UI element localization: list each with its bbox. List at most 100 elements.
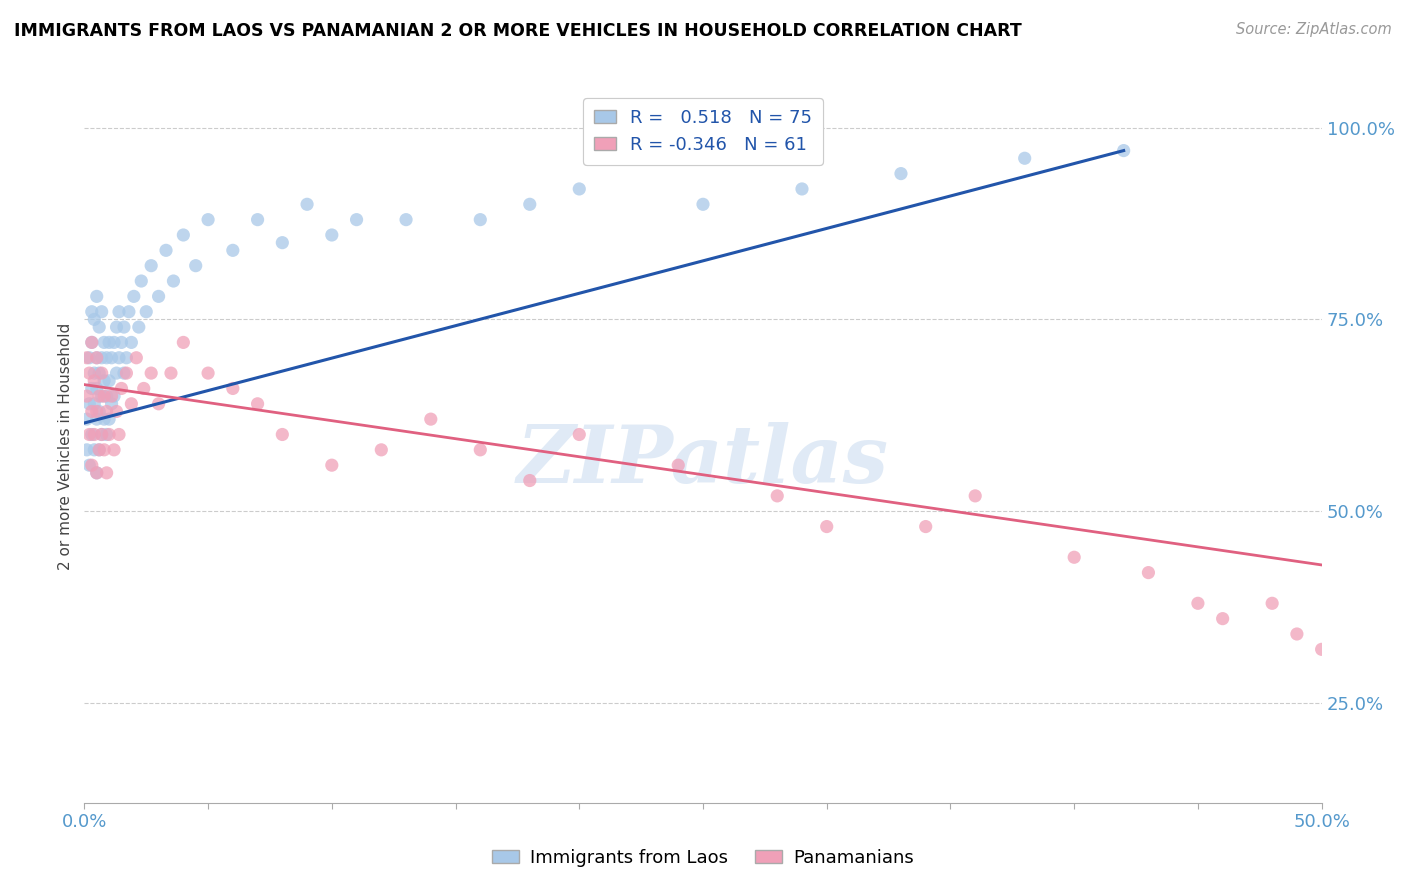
Point xyxy=(93,374,115,388)
Point xyxy=(80,304,103,318)
Point xyxy=(108,351,131,365)
Point xyxy=(86,289,108,303)
Point xyxy=(90,427,112,442)
Point xyxy=(108,304,131,318)
Point xyxy=(105,366,128,380)
Point xyxy=(90,427,112,442)
Point xyxy=(98,335,121,350)
Point xyxy=(86,351,108,365)
Point xyxy=(118,304,141,318)
Point xyxy=(93,389,115,403)
Point xyxy=(100,351,122,365)
Point xyxy=(222,244,245,258)
Point xyxy=(93,335,115,350)
Point xyxy=(98,412,121,426)
Point xyxy=(790,182,813,196)
Point xyxy=(1014,151,1036,165)
Point xyxy=(103,389,125,403)
Point xyxy=(96,351,118,365)
Point xyxy=(172,335,194,350)
Point xyxy=(128,320,150,334)
Point xyxy=(568,182,591,196)
Point xyxy=(115,366,138,380)
Point xyxy=(86,351,108,365)
Point xyxy=(76,412,98,426)
Point xyxy=(89,389,111,403)
Point xyxy=(108,427,131,442)
Point xyxy=(1385,719,1406,733)
Point xyxy=(815,519,838,533)
Point xyxy=(135,304,157,318)
Text: IMMIGRANTS FROM LAOS VS PANAMANIAN 2 OR MORE VEHICLES IN HOUSEHOLD CORRELATION C: IMMIGRANTS FROM LAOS VS PANAMANIAN 2 OR … xyxy=(14,22,1022,40)
Point xyxy=(83,374,105,388)
Point xyxy=(90,366,112,380)
Point xyxy=(83,366,105,380)
Point xyxy=(100,389,122,403)
Point xyxy=(79,458,101,473)
Point xyxy=(120,397,142,411)
Point xyxy=(395,212,418,227)
Point xyxy=(246,397,269,411)
Point xyxy=(96,404,118,418)
Point xyxy=(93,442,115,457)
Point xyxy=(90,389,112,403)
Point xyxy=(86,466,108,480)
Point xyxy=(89,404,111,418)
Point xyxy=(96,466,118,480)
Point xyxy=(160,366,183,380)
Point xyxy=(105,404,128,418)
Point xyxy=(1137,566,1160,580)
Point xyxy=(914,519,936,533)
Point xyxy=(98,427,121,442)
Point xyxy=(1310,642,1333,657)
Legend: Immigrants from Laos, Panamanians: Immigrants from Laos, Panamanians xyxy=(485,842,921,874)
Point xyxy=(89,320,111,334)
Point xyxy=(155,244,177,258)
Point xyxy=(519,197,541,211)
Point xyxy=(148,289,170,303)
Point xyxy=(692,197,714,211)
Point xyxy=(80,335,103,350)
Point xyxy=(76,389,98,403)
Point xyxy=(1187,596,1209,610)
Text: ZIPatlas: ZIPatlas xyxy=(517,422,889,499)
Point xyxy=(1261,596,1284,610)
Point xyxy=(271,235,294,250)
Point xyxy=(115,351,138,365)
Point xyxy=(112,366,135,380)
Point xyxy=(172,227,194,242)
Point xyxy=(80,335,103,350)
Point xyxy=(89,442,111,457)
Point xyxy=(86,412,108,426)
Point xyxy=(120,335,142,350)
Point xyxy=(90,351,112,365)
Point xyxy=(79,397,101,411)
Point xyxy=(470,212,492,227)
Point xyxy=(419,412,441,426)
Point xyxy=(110,335,132,350)
Point xyxy=(80,381,103,395)
Point xyxy=(122,289,145,303)
Point xyxy=(321,227,343,242)
Point xyxy=(83,442,105,457)
Point xyxy=(1360,657,1382,672)
Point xyxy=(83,397,105,411)
Point xyxy=(148,397,170,411)
Point xyxy=(90,304,112,318)
Point xyxy=(105,320,128,334)
Point xyxy=(112,320,135,334)
Point xyxy=(370,442,392,457)
Point xyxy=(132,381,155,395)
Point xyxy=(93,412,115,426)
Point xyxy=(86,404,108,418)
Text: Source: ZipAtlas.com: Source: ZipAtlas.com xyxy=(1236,22,1392,37)
Point xyxy=(110,381,132,395)
Point xyxy=(86,466,108,480)
Point xyxy=(76,442,98,457)
Point xyxy=(83,312,105,326)
Point xyxy=(129,274,152,288)
Point xyxy=(519,474,541,488)
Point xyxy=(79,351,101,365)
Point xyxy=(197,366,219,380)
Point xyxy=(76,351,98,365)
